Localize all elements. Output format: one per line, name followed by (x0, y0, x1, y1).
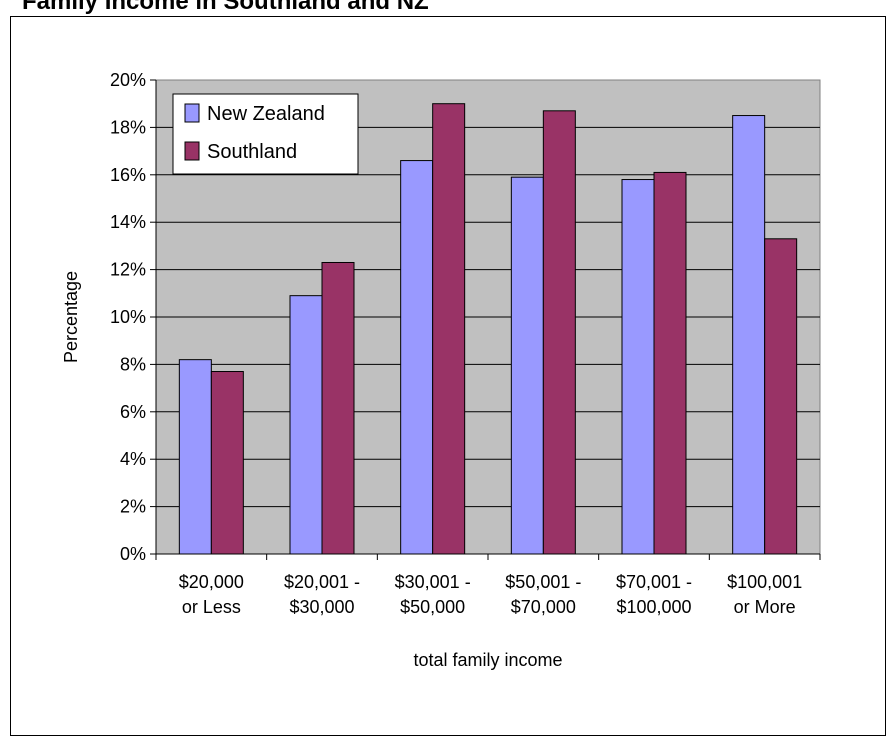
gridlines (156, 126, 820, 508)
legend-swatch (184, 103, 200, 123)
bar-new-zealand (621, 179, 655, 555)
x-tick-label: $30,001 -$50,000 (395, 572, 471, 617)
y-tick-label: 16% (110, 165, 146, 185)
chart-title: Family Income in Southland and NZ (22, 0, 429, 15)
y-tick-label: 0% (120, 544, 146, 564)
bar-new-zealand (178, 359, 212, 555)
legend-label: Southland (207, 141, 297, 163)
y-tick-label: 8% (120, 354, 146, 374)
x-axis: $20,000 or Less $20,001 -$30,000 $30,001 -$… (155, 553, 821, 617)
x-tick-label: $20,001 -$30,000 (284, 572, 360, 617)
legend-swatch (184, 141, 200, 161)
x-tick-label: $100,001 or More (727, 572, 802, 617)
bar-southland (653, 171, 687, 555)
legend-box (172, 93, 359, 175)
x-tick-label: $20,000 or Less (179, 572, 244, 617)
x-axis-title: total family income (413, 650, 562, 670)
bar-new-zealand (732, 115, 766, 555)
y-axis: 0% 2% 4% 6% 8% 10% 12% 14% 16% 18% 20% (110, 70, 157, 564)
bar-chart: 0% 2% 4% 6% 8% 10% 12% 14% 16% 18% 20% $20,000 or L… (61, 70, 821, 670)
y-tick-label: 6% (120, 402, 146, 422)
y-axis-title: Percentage (61, 271, 81, 363)
legend: New Zealand Southland (172, 93, 359, 175)
bar-southland (432, 103, 466, 555)
y-tick-label: 4% (120, 449, 146, 469)
bar-southland (321, 261, 355, 555)
bar-southland (210, 371, 244, 555)
bar-new-zealand (400, 160, 434, 555)
y-tick-label: 10% (110, 307, 146, 327)
legend-label: New Zealand (207, 103, 325, 125)
bar-new-zealand (510, 176, 544, 555)
y-tick-label: 12% (110, 260, 146, 280)
bar-southland (542, 110, 576, 555)
y-tick-label: 18% (110, 117, 146, 137)
x-tick-label: $50,001 -$70,000 (505, 572, 581, 617)
y-tick-label: 2% (120, 497, 146, 517)
x-tick-label: $70,001 -$100,000 (616, 572, 692, 617)
y-tick-label: 20% (110, 70, 146, 90)
bars (178, 103, 798, 555)
bar-new-zealand (289, 295, 323, 555)
y-tick-label: 14% (110, 212, 146, 232)
bar-southland (764, 238, 798, 555)
